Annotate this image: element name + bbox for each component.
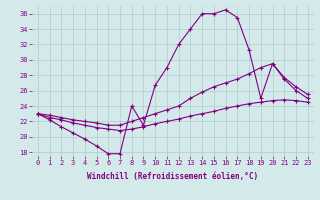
X-axis label: Windchill (Refroidissement éolien,°C): Windchill (Refroidissement éolien,°C) bbox=[87, 172, 258, 181]
